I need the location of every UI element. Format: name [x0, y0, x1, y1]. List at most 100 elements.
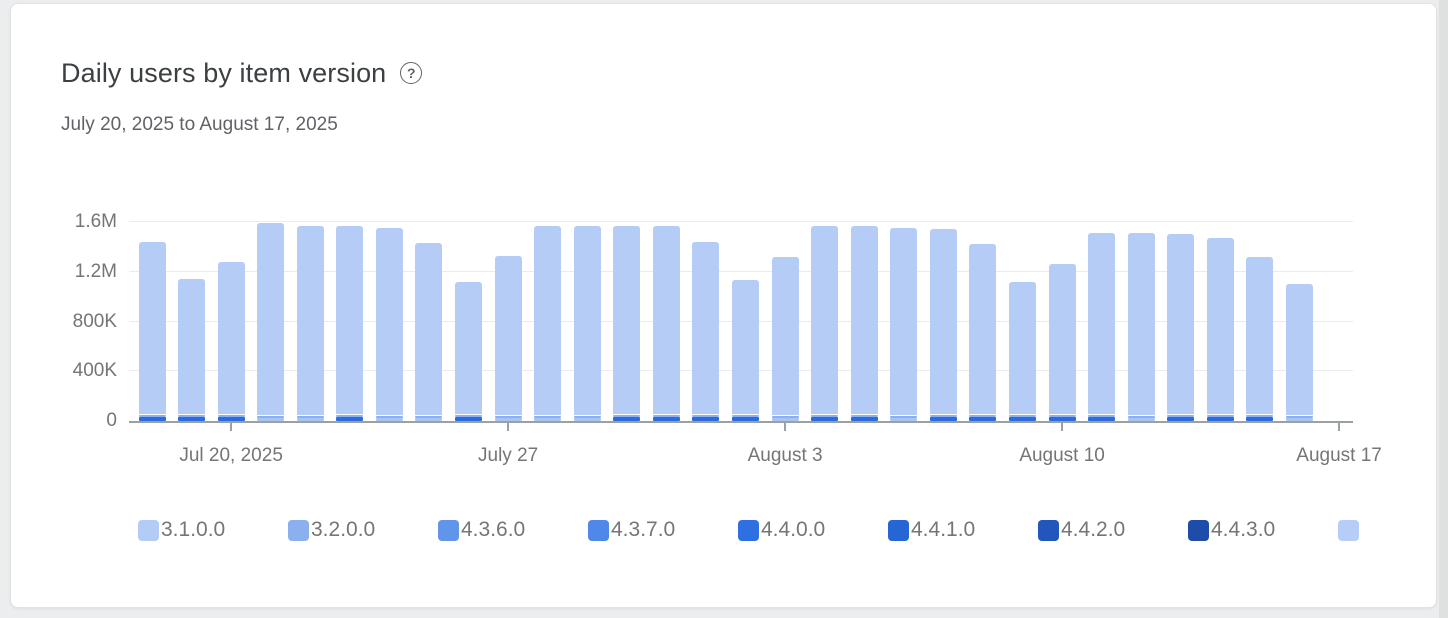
daily-users-bar[interactable] [771, 256, 799, 421]
daily-users-bar[interactable] [534, 225, 562, 421]
bar-segment-main [811, 225, 839, 414]
bar-segment-bottom [455, 417, 483, 421]
daily-users-bar[interactable] [296, 225, 324, 421]
gridline [129, 270, 1353, 272]
daily-users-bar[interactable] [929, 229, 957, 421]
bar-segment-bottom [178, 417, 206, 421]
legend-swatch [138, 519, 159, 541]
daily-users-bar[interactable] [178, 279, 206, 421]
daily-users-card: Daily users by item version ? July 20, 2… [10, 3, 1437, 608]
daily-users-bar[interactable] [692, 241, 720, 421]
bar-segment-bottom [692, 417, 720, 421]
bar-segment-mid [336, 415, 364, 417]
daily-users-bar[interactable] [1009, 281, 1037, 421]
bar-segment-bottom [138, 417, 166, 421]
y-axis-label: 0 [106, 410, 117, 431]
daily-users-bar[interactable] [732, 280, 760, 421]
daily-users-bar[interactable] [217, 261, 245, 421]
bar-segment-main [771, 256, 799, 415]
legend-item: 4.4.2.0 [1038, 513, 1188, 547]
bar-segment-mid [613, 415, 641, 417]
bar-segment-main [217, 261, 245, 414]
bar-segment-mid [1246, 415, 1274, 417]
daily-users-bar[interactable] [1088, 233, 1116, 421]
legend-swatch [738, 519, 759, 541]
bar-segment-main [1167, 234, 1195, 414]
daily-users-bar[interactable] [811, 225, 839, 421]
page-title: Daily users by item version [61, 58, 387, 88]
daily-users-bar[interactable] [1167, 234, 1195, 421]
x-axis-tick [1061, 423, 1064, 431]
bar-segment-bottom [1088, 417, 1116, 421]
legend-swatch [1188, 519, 1209, 541]
daily-users-bar[interactable] [494, 255, 522, 421]
bar-segment-bottom [573, 418, 601, 421]
bar-segment-main [850, 225, 878, 414]
bar-segment-mid [494, 416, 522, 418]
bar-segment-mid [1286, 416, 1314, 418]
daily-users-bar[interactable] [1048, 264, 1076, 421]
bar-segment-main [494, 255, 522, 415]
bar-segment-bottom [494, 418, 522, 421]
daily-users-bar[interactable] [257, 223, 285, 421]
bar-segment-bottom [890, 418, 918, 421]
bar-segment-bottom [375, 418, 403, 421]
bar-segment-main [929, 229, 957, 414]
legend-swatch [888, 519, 909, 541]
legend-item: 4.4.1.0 [888, 513, 1038, 547]
bar-segment-bottom [1286, 418, 1314, 421]
bar-segment-mid [929, 415, 957, 417]
bar-segment-bottom [336, 417, 364, 421]
bar-segment-mid [178, 415, 206, 417]
daily-users-bar[interactable] [1127, 233, 1155, 421]
chart-legend: 3.1.0.0 3.2.0.0 4.3.6.0 4.3.7.0 4.4.0.0 4.4.1… [138, 513, 1376, 547]
bar-segment-main [692, 241, 720, 414]
daily-users-bar[interactable] [613, 225, 641, 421]
bar-segment-mid [1127, 416, 1155, 418]
bar-segment-bottom [1048, 417, 1076, 421]
x-axis-line [129, 421, 1353, 423]
bar-segment-bottom [771, 418, 799, 421]
daily-users-bar[interactable] [1286, 284, 1314, 421]
bar-segment-mid [415, 416, 443, 418]
bar-segment-main [1048, 264, 1076, 414]
bar-segment-mid [1206, 415, 1234, 417]
daily-users-bar[interactable] [890, 228, 918, 421]
bar-segment-main [138, 241, 166, 414]
bar-segment-mid [1167, 415, 1195, 417]
daily-users-bar[interactable] [336, 225, 364, 421]
legend-item: 4.3.6.0 [438, 513, 588, 547]
daily-users-bar[interactable] [573, 225, 601, 421]
bar-segment-mid [375, 416, 403, 418]
bar-segment-bottom [850, 417, 878, 421]
help-icon[interactable]: ? [400, 62, 423, 84]
bar-segment-bottom [929, 417, 957, 421]
legend-label: 4.4.0.0 [761, 518, 826, 541]
daily-users-bar[interactable] [652, 225, 680, 421]
bar-segment-bottom [1167, 417, 1195, 421]
x-axis-tick [507, 423, 510, 431]
daily-users-bar[interactable] [1246, 256, 1274, 421]
bar-segment-bottom [652, 417, 680, 421]
x-axis-tick [1338, 423, 1341, 431]
x-axis-label: Jul 20, 2025 [179, 445, 283, 466]
legend-label: 3.1.0.0 [161, 518, 226, 541]
bar-segment-mid [652, 415, 680, 417]
bar-segment-main [969, 244, 997, 414]
bar-segment-main [257, 223, 285, 415]
daily-users-bar[interactable] [375, 228, 403, 421]
legend-item [1338, 513, 1376, 547]
bar-segment-mid [732, 415, 760, 417]
x-axis-tick [784, 423, 787, 431]
x-axis-label: July 27 [478, 445, 539, 466]
legend-swatch [588, 519, 609, 541]
legend-label: 4.4.1.0 [911, 518, 976, 541]
legend-item: 3.1.0.0 [138, 513, 288, 547]
daily-users-bar[interactable] [969, 244, 997, 421]
page-scrollbar-track[interactable] [1439, 0, 1448, 618]
daily-users-bar[interactable] [455, 281, 483, 421]
daily-users-bar[interactable] [850, 225, 878, 421]
daily-users-bar[interactable] [1206, 238, 1234, 421]
daily-users-bar[interactable] [138, 241, 166, 421]
daily-users-bar[interactable] [415, 243, 443, 421]
